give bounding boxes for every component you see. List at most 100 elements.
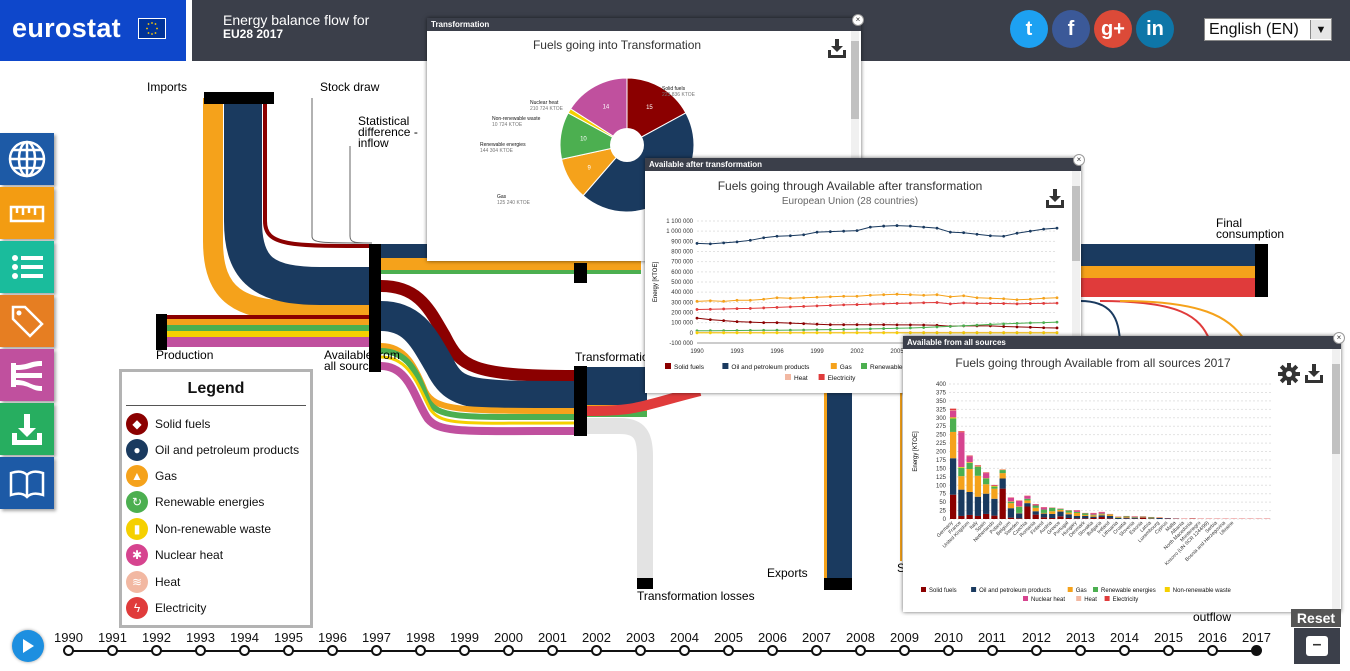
waste-bin-icon: ▮ xyxy=(126,518,148,540)
guide-button[interactable] xyxy=(0,457,54,509)
bar-segment xyxy=(1148,517,1155,518)
data-point xyxy=(842,229,846,233)
legend-item-electricity[interactable]: ϟ Electricity xyxy=(126,597,206,619)
data-point xyxy=(708,242,712,246)
legend-label: Non-renewable waste xyxy=(155,522,272,536)
timeline-year-2012[interactable] xyxy=(1031,645,1042,656)
timeline-year-label: 2012 xyxy=(1022,630,1051,645)
timeline-year-1991[interactable] xyxy=(107,645,118,656)
download-icon[interactable] xyxy=(827,38,847,58)
close-icon[interactable]: × xyxy=(852,14,864,26)
legend-item-oil[interactable]: ● Oil and petroleum products xyxy=(126,439,299,461)
timeline-year-2000[interactable] xyxy=(503,645,514,656)
node-available-after[interactable] xyxy=(574,263,587,283)
timeline-year-1998[interactable] xyxy=(415,645,426,656)
timeline-year-2011[interactable] xyxy=(987,645,998,656)
close-icon[interactable]: × xyxy=(1333,332,1345,344)
node-final-consumption[interactable] xyxy=(1255,244,1268,297)
legend-item-nuclear[interactable]: ✱ Nuclear heat xyxy=(126,544,223,566)
play-button[interactable] xyxy=(12,630,44,662)
timeline-year-2004[interactable] xyxy=(679,645,690,656)
eurostat-logo[interactable]: eurostat xyxy=(0,0,186,61)
data-point xyxy=(1042,301,1046,305)
reset-button[interactable]: Reset xyxy=(1291,609,1341,627)
google-plus-icon[interactable]: g+ xyxy=(1094,10,1132,48)
timeline-year-label: 2017 xyxy=(1242,630,1271,645)
legend-item-renewable[interactable]: ↻ Renewable energies xyxy=(126,491,264,513)
language-select[interactable]: English (EN) ▼ xyxy=(1204,18,1332,41)
data-point xyxy=(855,294,859,298)
node-transformation-losses[interactable] xyxy=(637,578,653,589)
data-point xyxy=(975,296,979,300)
timeline-year-1996[interactable] xyxy=(327,645,338,656)
flow-button[interactable] xyxy=(0,349,54,401)
timeline-year-2013[interactable] xyxy=(1075,645,1086,656)
flow-imports-solid[interactable] xyxy=(263,98,373,248)
close-icon[interactable]: × xyxy=(1073,154,1085,166)
node-available[interactable] xyxy=(369,244,381,372)
bar-segment xyxy=(958,432,965,468)
timeline-year-2014[interactable] xyxy=(1119,645,1130,656)
flow-stock-draw[interactable] xyxy=(311,98,373,244)
flow-imports-gas[interactable] xyxy=(203,98,372,321)
timeline-year-2010[interactable] xyxy=(943,645,954,656)
timeline-year-2007[interactable] xyxy=(811,645,822,656)
bar-segment xyxy=(958,431,965,433)
flow-statistical-difference[interactable] xyxy=(349,146,373,244)
node-exports[interactable] xyxy=(824,578,852,590)
globe-button[interactable] xyxy=(0,133,54,185)
timeline-year-2015[interactable] xyxy=(1163,645,1174,656)
node-production[interactable] xyxy=(156,314,167,350)
scrollbar[interactable] xyxy=(1332,349,1340,612)
bar-segment xyxy=(1016,518,1023,519)
bar-segment xyxy=(974,475,982,497)
timeline-year-1997[interactable] xyxy=(371,645,382,656)
timeline-year-1992[interactable] xyxy=(151,645,162,656)
legend-item-gas[interactable]: ▲ Gas xyxy=(126,465,177,487)
download-icon[interactable] xyxy=(1304,363,1324,383)
timeline-year-1993[interactable] xyxy=(195,645,206,656)
window-titlebar[interactable]: Available from all sources xyxy=(903,336,1341,349)
timeline-year-2006[interactable] xyxy=(767,645,778,656)
facebook-icon[interactable]: f xyxy=(1052,10,1090,48)
flow-imports-oil[interactable] xyxy=(224,98,372,305)
bar-segment xyxy=(983,473,990,479)
timeline-year-2001[interactable] xyxy=(547,645,558,656)
tag-button[interactable] xyxy=(0,295,54,347)
list-button[interactable] xyxy=(0,241,54,293)
scrollbar[interactable] xyxy=(851,31,859,261)
data-point xyxy=(868,327,872,331)
timeline-year-2016[interactable] xyxy=(1207,645,1218,656)
timeline-year-2005[interactable] xyxy=(723,645,734,656)
timeline-year-2009[interactable] xyxy=(899,645,910,656)
timeline-year-2002[interactable] xyxy=(591,645,602,656)
data-point xyxy=(882,302,886,306)
timeline-year-2003[interactable] xyxy=(635,645,646,656)
timeline-year-2017[interactable] xyxy=(1251,645,1262,656)
minimize-button[interactable]: – xyxy=(1294,628,1340,664)
list-icon xyxy=(12,255,43,279)
legend-swatch xyxy=(1104,596,1110,601)
legend-item-heat[interactable]: ≋ Heat xyxy=(126,571,180,593)
data-point xyxy=(988,322,992,326)
timeline-year-1995[interactable] xyxy=(283,645,294,656)
window-titlebar[interactable]: Transformation xyxy=(427,18,861,31)
timeline-year-1994[interactable] xyxy=(239,645,250,656)
timeline-year-2008[interactable] xyxy=(855,645,866,656)
download-button[interactable] xyxy=(0,403,54,455)
timeline-year-1990[interactable] xyxy=(63,645,74,656)
legend-item-solid-fuels[interactable]: ◆ Solid fuels xyxy=(126,413,210,435)
download-icon[interactable] xyxy=(1045,188,1065,208)
units-button[interactable] xyxy=(0,187,54,239)
data-point xyxy=(962,324,966,328)
node-imports[interactable] xyxy=(204,92,274,104)
timeline-year-1999[interactable] xyxy=(459,645,470,656)
twitter-icon[interactable]: t xyxy=(1010,10,1048,48)
window-titlebar[interactable]: Available after transformation xyxy=(645,158,1081,171)
linkedin-icon[interactable]: in xyxy=(1136,10,1174,48)
gear-icon[interactable] xyxy=(1278,363,1300,385)
legend-item-waste[interactable]: ▮ Non-renewable waste xyxy=(126,518,271,540)
scrollbar[interactable] xyxy=(1072,171,1080,393)
data-point xyxy=(748,307,752,310)
node-transformation[interactable] xyxy=(574,366,587,436)
